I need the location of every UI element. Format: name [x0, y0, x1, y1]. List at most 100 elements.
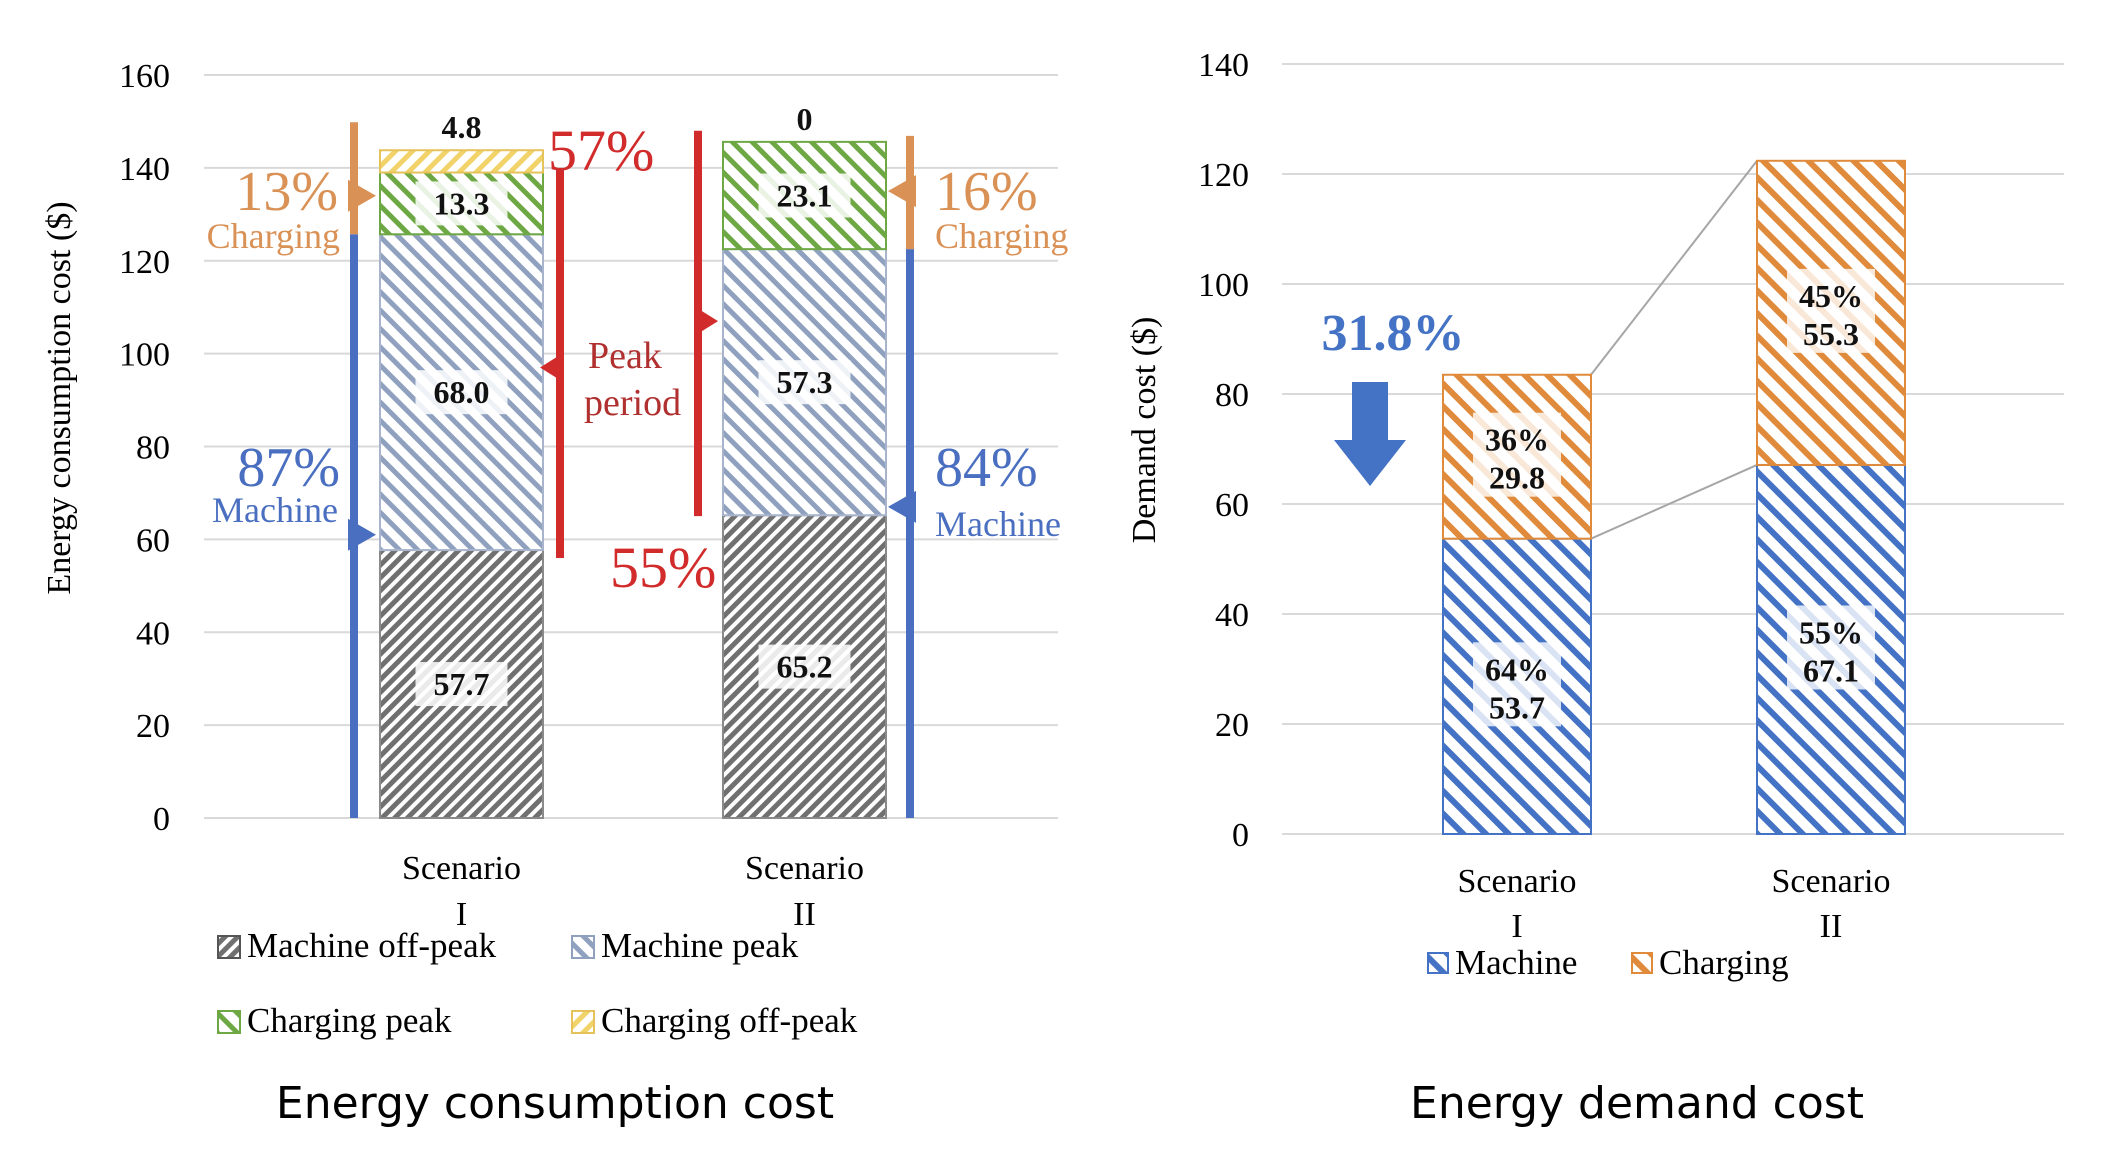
- machine-word-label: Machine: [935, 504, 1061, 544]
- data-label: 68.0: [434, 374, 490, 410]
- left-bars: 57.7 68.0 13.3 4.8 65.2 57.3 23.1 0: [379, 101, 887, 819]
- data-label-background: [758, 360, 851, 405]
- data-label: 57.3: [777, 364, 833, 400]
- right-y-tick: 140: [1198, 47, 1249, 84]
- left-annotations: 13%Charging87%Machine16%Charging84%Machi…: [207, 118, 1068, 818]
- right-y-axis-label: Demand cost ($): [1126, 317, 1163, 544]
- data-label-background: [415, 181, 508, 226]
- category-label: I: [1511, 908, 1522, 945]
- peak-period-label: Peak: [588, 335, 662, 377]
- data-label: 4.8: [442, 109, 482, 145]
- left-y-tick: 120: [119, 244, 170, 281]
- data-label-background: [415, 662, 508, 707]
- machine-bracket-arrow: [888, 490, 916, 523]
- charging-bracket-arrow: [888, 175, 916, 208]
- data-label: 57.7: [434, 666, 490, 702]
- charging-share-label: 13%: [235, 161, 338, 223]
- right-y-tick: 120: [1198, 157, 1249, 194]
- right-legend: Machine Charging: [1427, 943, 1789, 982]
- charging-word-label: Charging: [935, 216, 1068, 256]
- category-label: II: [1820, 908, 1843, 945]
- legend-swatch: [571, 935, 595, 959]
- peak-share-label: 57%: [548, 118, 654, 183]
- connector-line: [1590, 464, 1758, 540]
- energy-demand-chart: 0 20 40 60 80 100 120 140 Demand cost ($) 64%53…: [1126, 47, 2064, 982]
- data-label-background: [415, 370, 508, 415]
- legend-label: Machine off-peak: [247, 926, 497, 965]
- legend-label: Charging off-peak: [601, 1001, 858, 1040]
- right-y-tick: 40: [1215, 597, 1249, 634]
- category-label: Scenario: [745, 850, 864, 887]
- legend-swatch: [571, 1010, 595, 1034]
- legend-label: Machine: [1455, 943, 1577, 982]
- left-category-labels: Scenario I Scenario II: [402, 850, 864, 933]
- legend-label: Charging: [1659, 943, 1789, 982]
- data-label: 0: [797, 101, 813, 137]
- right-gridlines: [1282, 63, 2064, 835]
- legend-swatch: [1631, 952, 1653, 974]
- left-y-tick: 140: [119, 151, 170, 188]
- left-y-tick: 160: [119, 58, 170, 95]
- left-y-tick: 60: [136, 522, 170, 559]
- right-y-tick: 60: [1215, 487, 1249, 524]
- right-connector-lines: [1590, 160, 1758, 540]
- reduction-percent-label: 31.8%: [1322, 305, 1465, 362]
- left-y-tick: 20: [136, 708, 170, 745]
- category-label: II: [793, 896, 816, 933]
- data-label-percent: 55%: [1799, 614, 1863, 650]
- machine-word-label: Machine: [212, 490, 338, 530]
- data-label-percent: 45%: [1799, 278, 1863, 314]
- charging-word-label: Charging: [207, 216, 340, 256]
- bar-segment-machine-off-peak: [379, 549, 544, 819]
- left-y-tick-labels: 0 20 40 60 80 100 120 140 160: [119, 58, 170, 838]
- data-label-background: [1473, 412, 1561, 497]
- category-label: Scenario: [1458, 863, 1577, 900]
- data-label-percent: 64%: [1485, 651, 1549, 687]
- left-y-axis-label: Energy consumption cost ($): [41, 201, 78, 594]
- data-label-value: 29.8: [1489, 460, 1545, 496]
- data-label: 13.3: [434, 185, 490, 221]
- right-y-tick: 0: [1232, 817, 1249, 854]
- energy-consumption-chart: 0 20 40 60 80 100 120 140 160 Energy consumption…: [41, 58, 1068, 1040]
- down-arrow-icon: [1334, 382, 1406, 486]
- data-label-background: [1473, 642, 1561, 727]
- machine-share-label: 84%: [935, 437, 1038, 499]
- left-y-tick: 0: [153, 801, 170, 838]
- left-y-tick: 80: [136, 430, 170, 467]
- left-gridlines: [204, 74, 1058, 819]
- data-label-background: [1787, 605, 1875, 690]
- machine-bracket-arrow: [348, 518, 376, 551]
- bar-segment-charging-off-peak: [379, 149, 544, 174]
- left-y-tick: 100: [119, 337, 170, 374]
- legend-swatch: [217, 935, 241, 959]
- legend-label: Machine peak: [601, 926, 799, 965]
- data-label-background: [758, 644, 851, 689]
- legend-swatch: [217, 1010, 241, 1034]
- data-label-value: 55.3: [1803, 316, 1859, 352]
- right-y-tick: 100: [1198, 267, 1249, 304]
- right-category-labels: Scenario I Scenario II: [1458, 863, 1891, 945]
- data-label: 65.2: [777, 649, 833, 685]
- left-legend: Machine off-peak Machine peak Charging pea…: [217, 926, 858, 1040]
- legend-swatch: [1427, 952, 1449, 974]
- data-label-percent: 36%: [1485, 422, 1549, 458]
- data-label-value: 53.7: [1489, 689, 1545, 725]
- charging-bracket-arrow: [348, 179, 376, 212]
- right-annotations: 31.8%: [1322, 305, 1465, 486]
- connector-line: [1590, 160, 1758, 376]
- peak-share-label: 55%: [610, 535, 716, 600]
- peak-period-label: period: [584, 382, 681, 424]
- category-label: I: [456, 896, 467, 933]
- right-y-tick-labels: 0 20 40 60 80 100 120 140: [1198, 47, 1249, 854]
- charging-share-label: 16%: [935, 161, 1038, 223]
- peak-period-arrow: [540, 352, 564, 383]
- left-caption: Energy consumption cost: [276, 1078, 834, 1129]
- data-label-value: 67.1: [1803, 652, 1859, 688]
- data-label: 23.1: [777, 178, 833, 214]
- right-caption: Energy demand cost: [1410, 1078, 1864, 1129]
- data-label-background: [1787, 268, 1875, 353]
- legend-label: Charging peak: [247, 1001, 452, 1040]
- category-label: Scenario: [1772, 863, 1891, 900]
- data-label-background: [758, 173, 851, 218]
